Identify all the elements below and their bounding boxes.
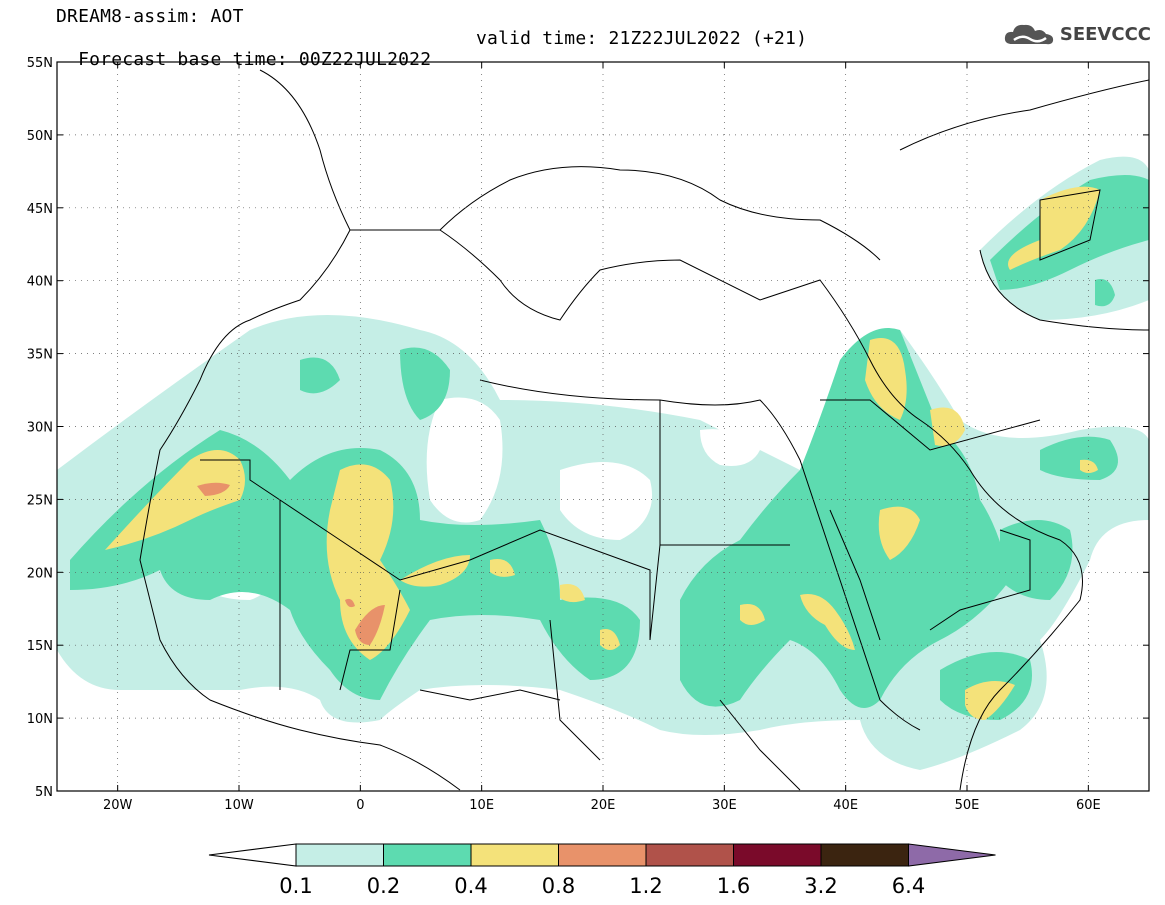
colorbar-label: 1.2 [629, 874, 662, 898]
valid-time: valid time: 21Z22JUL2022 (+21) [476, 28, 808, 49]
colorbar-label: 3.2 [804, 874, 837, 898]
graticule [57, 62, 1149, 791]
colorbar-label: 0.1 [279, 874, 312, 898]
logo-text: SEEVCCC [1059, 23, 1151, 45]
cloud-icon [1004, 24, 1053, 45]
lon-tick-label: 20E [591, 798, 616, 813]
colorbar-swatch [470, 843, 559, 867]
colorbar-label: 0.2 [367, 874, 400, 898]
lon-tick-label: 30E [712, 798, 737, 813]
forecast-times: Forecast base time: 00Z22JUL2022 valid t… [56, 28, 807, 91]
lon-tick-label: 40E [833, 798, 858, 813]
lat-tick-label: 45N [27, 202, 53, 217]
colorbar-label: 0.4 [454, 874, 487, 898]
base-time: Forecast base time: 00Z22JUL2022 [78, 49, 432, 70]
map-title: DREAM8-assim: AOT [56, 6, 244, 27]
lat-tick-label: 25N [27, 493, 53, 508]
colorbar-swatch [645, 843, 734, 867]
colorbar-above-triangle [908, 843, 996, 867]
lat-tick-label: 30N [27, 421, 53, 436]
country-borders [139, 69, 1149, 791]
lat-tick-label: 50N [27, 129, 53, 144]
colorbar-label: 6.4 [892, 874, 925, 898]
lon-tick-label: 50E [955, 798, 980, 813]
lon-tick-label: 0 [356, 798, 364, 813]
aot-field [57, 62, 1149, 791]
lat-tick-label: 5N [35, 785, 53, 800]
lon-tick-label: 20W [103, 798, 133, 813]
colorbar-below-triangle [208, 843, 297, 867]
colorbar-swatch [733, 843, 822, 867]
lat-tick-label: 35N [27, 348, 53, 363]
colorbar-label: 1.6 [717, 874, 750, 898]
colorbar-swatch [383, 843, 472, 867]
lat-tick-label: 15N [27, 639, 53, 654]
colorbar-swatch [295, 843, 384, 867]
colorbar-swatch [558, 843, 647, 867]
lat-tick-label: 10N [27, 712, 53, 727]
lon-tick-label: 10E [469, 798, 494, 813]
axis-ticks: 5N 10N 15N 20N 25N 30N 35N 40N 45N 50N 55N 20W 10W 0 1… [27, 56, 1149, 813]
colorbar-swatch [820, 843, 909, 867]
lat-tick-label: 20N [27, 566, 53, 581]
lat-tick-label: 40N [27, 275, 53, 290]
colorbar-label: 0.8 [542, 874, 575, 898]
lat-tick-label: 55N [27, 56, 53, 71]
seevccc-logo: SEEVCCC [1002, 20, 1151, 48]
lon-tick-label: 10W [224, 798, 254, 813]
lon-tick-label: 60E [1076, 798, 1101, 813]
